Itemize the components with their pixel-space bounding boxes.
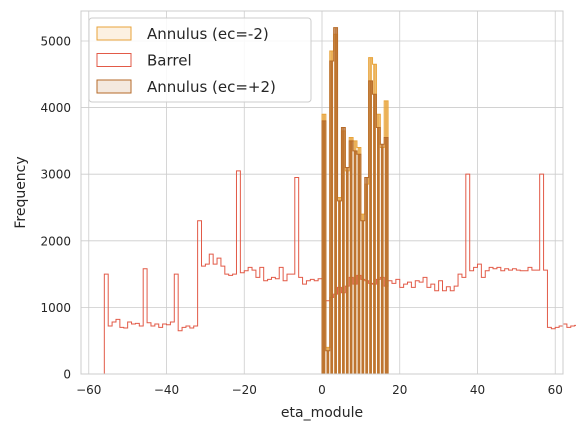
bar-annulus-ec-2 — [326, 350, 330, 374]
bar-annulus-ec-2 — [345, 167, 349, 374]
y-tick-label: 1000 — [40, 301, 71, 315]
legend-swatch-annulus-ec-plus-2 — [96, 79, 132, 94]
bar-annulus-ec-2 — [361, 220, 365, 374]
bar-annulus-ec-2 — [349, 140, 353, 374]
legend-frame — [88, 17, 312, 103]
series-group — [103, 27, 576, 375]
bar-annulus-ec-2 — [357, 154, 361, 374]
y-tick-label: 4000 — [40, 101, 71, 115]
y-tick-label: 2000 — [40, 234, 71, 248]
series-line-barrel — [103, 170, 576, 374]
bar-annulus-ec-2 — [330, 60, 334, 374]
y-axis-label: Frequency — [13, 156, 29, 228]
legend: Annulus (ec=-2) Barrel Annulus (ec=+2) — [88, 17, 312, 103]
legend-swatch-barrel — [96, 53, 132, 67]
bar-annulus-ec-2 — [380, 144, 384, 374]
legend-swatch-annulus-ec-minus-2 — [96, 26, 132, 41]
bar-annulus-ec-2 — [338, 200, 341, 374]
y-tick-label: 3000 — [40, 168, 71, 182]
bar-annulus-ec-2 — [384, 137, 388, 374]
bar-annulus-ec-2 — [342, 127, 345, 374]
x-tick-label: −20 — [232, 383, 257, 397]
y-tick-label: 0 — [63, 368, 71, 382]
legend-label-annulus-ec-minus-2: Annulus (ec=-2) — [147, 25, 269, 43]
bar-annulus-ec-2 — [334, 27, 337, 375]
x-tick-label: −60 — [76, 383, 101, 397]
legend-label-annulus-ec-plus-2: Annulus (ec=+2) — [147, 78, 276, 96]
legend-label-barrel: Barrel — [147, 52, 192, 70]
bar-annulus-ec-2 — [353, 150, 357, 374]
x-axis-label: eta_module — [281, 405, 363, 421]
x-tick-label: 20 — [392, 383, 407, 397]
plot-frame — [80, 10, 564, 375]
y-tick-label: 5000 — [40, 34, 71, 48]
bar-annulus-ec-2 — [373, 94, 376, 374]
x-axis-ticks: −60 −40 −20 0 20 40 60 — [76, 383, 563, 397]
x-tick-label: 40 — [470, 383, 485, 397]
bar-annulus-ec-2 — [369, 80, 372, 374]
bar-annulus-ec-2 — [377, 127, 380, 374]
y-axis-ticks: 0 1000 2000 3000 4000 5000 — [40, 34, 71, 381]
x-tick-label: 0 — [318, 383, 326, 397]
bar-annulus-ec-2 — [322, 120, 326, 375]
x-tick-label: 60 — [548, 383, 563, 397]
x-tick-label: −40 — [154, 383, 179, 397]
axes-frame — [80, 10, 564, 375]
bar-annulus-ec-2 — [365, 177, 369, 374]
